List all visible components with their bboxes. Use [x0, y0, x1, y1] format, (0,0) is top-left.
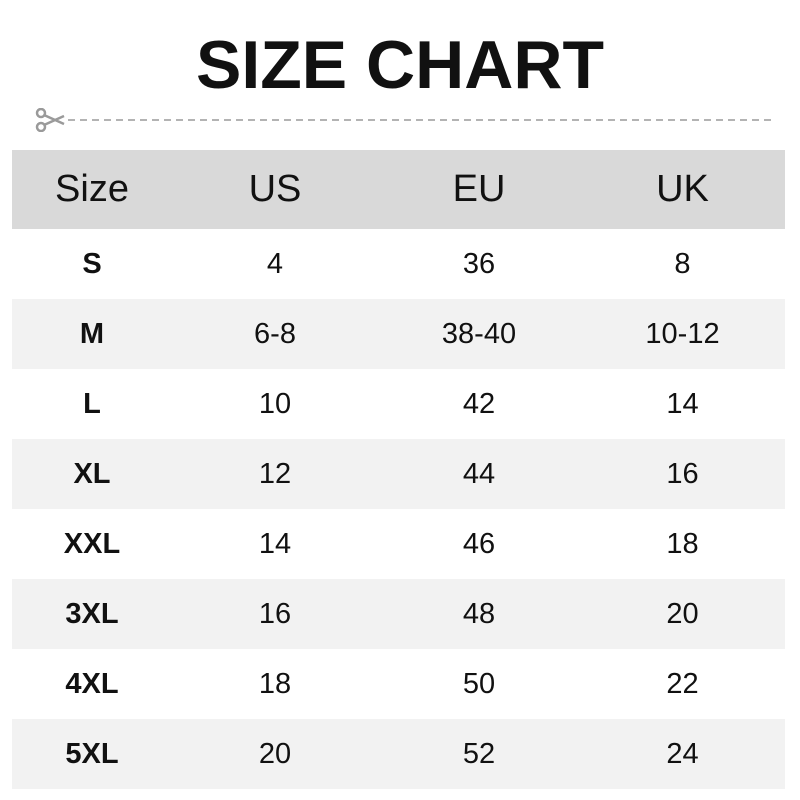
size-value-uk: 22 — [666, 667, 699, 700]
size-value-eu: 52 — [462, 737, 496, 770]
size-value-uk: 18 — [666, 527, 699, 560]
table-row: L 10 42 14 — [12, 369, 785, 439]
size-value-us: 16 — [258, 597, 292, 630]
table-row: 4XL 18 50 22 — [12, 649, 785, 719]
size-value-uk: 14 — [666, 387, 699, 420]
size-label: 4XL — [65, 667, 119, 700]
size-value-uk: 20 — [666, 597, 699, 630]
table-row: XL 12 44 16 — [12, 439, 785, 509]
column-header: EU — [452, 168, 506, 210]
cut-line — [35, 108, 772, 132]
size-value-eu: 44 — [462, 457, 496, 490]
size-value-us: 14 — [258, 527, 292, 560]
column-header: Size — [55, 168, 129, 210]
size-value-uk: 8 — [674, 247, 691, 280]
size-value-eu: 42 — [462, 387, 496, 420]
size-value-eu: 50 — [462, 667, 496, 700]
size-value-eu: 48 — [462, 597, 496, 630]
size-value-us: 10 — [258, 387, 292, 420]
size-value-us: 12 — [258, 457, 292, 490]
table-header: Size US EU UK — [12, 150, 785, 229]
table-row: S 4 36 8 — [12, 229, 785, 299]
size-label: 3XL — [65, 597, 119, 630]
scissors-icon — [35, 108, 65, 132]
column-header: US — [248, 168, 302, 210]
table-row: 3XL 16 48 20 — [12, 579, 785, 649]
size-label: S — [82, 247, 102, 280]
table-row: XXL 14 46 18 — [12, 509, 785, 579]
size-value-us: 4 — [266, 247, 284, 280]
size-value-eu: 38-40 — [441, 317, 517, 350]
size-value-us: 6-8 — [254, 317, 296, 350]
size-value-eu: 46 — [462, 527, 496, 560]
table-row: M 6-8 38-40 10-12 — [12, 299, 785, 369]
size-label: L — [83, 387, 101, 420]
size-value-us: 20 — [258, 737, 292, 770]
column-header: UK — [656, 168, 709, 210]
size-label: M — [79, 317, 105, 350]
size-table: Size US EU UK S 4 36 8 M 6-8 38-40 10-12 L 10 42 14… — [12, 150, 785, 789]
size-label: XL — [73, 457, 111, 490]
page-title: SIZE CHART — [196, 27, 604, 103]
size-value-uk: 24 — [666, 737, 699, 770]
size-value-uk: 16 — [666, 457, 699, 490]
size-value-uk: 10-12 — [645, 317, 720, 350]
size-label: 5XL — [65, 737, 119, 770]
size-value-us: 18 — [258, 667, 292, 700]
table-row: 5XL 20 52 24 — [12, 719, 785, 789]
size-value-eu: 36 — [462, 247, 496, 280]
size-label: XXL — [63, 527, 121, 560]
